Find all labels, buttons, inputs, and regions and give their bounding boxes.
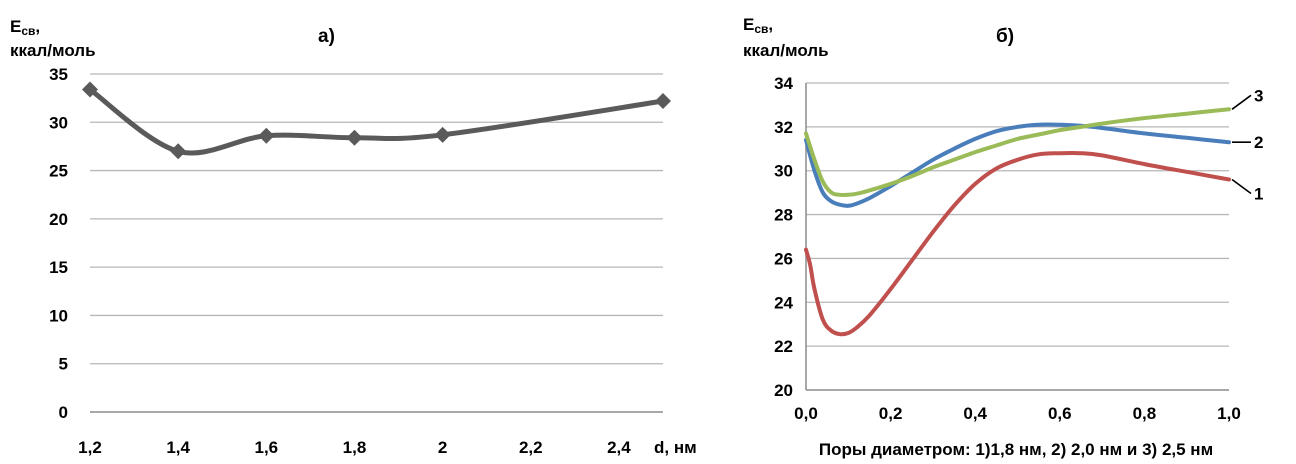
chart-b-series-1-line <box>804 150 1231 337</box>
chart-a-ylabel-sub: св <box>21 24 35 38</box>
chart-a-xtick: 2 <box>438 438 447 457</box>
chart-a-panel-label: а) <box>318 26 335 47</box>
chart-a-ylabel-unit: ккал/моль <box>10 41 96 60</box>
chart-b-series-2-label: 2 <box>1254 133 1263 152</box>
chart-b-ytick: 22 <box>774 337 793 356</box>
chart-b-xtick: 0,2 <box>879 404 903 423</box>
chart-b-series-2-line <box>804 122 1231 208</box>
chart-b-xtick: 0,6 <box>1048 404 1072 423</box>
chart-b-ytick: 24 <box>774 293 793 312</box>
chart-b-series-3-line <box>804 107 1231 198</box>
chart-a-xtick: 2,4 <box>607 438 631 457</box>
chart-a-point <box>346 129 363 146</box>
chart-b-xtick: 0,8 <box>1133 404 1157 423</box>
chart-b-ytick: 30 <box>774 162 793 181</box>
chart-a-ylabel-main: Eсв, <box>10 17 40 38</box>
chart-a-xlabel: d, нм <box>654 438 697 457</box>
chart-a-ytick: 0 <box>59 403 68 422</box>
chart-b-ytick: 32 <box>774 118 793 137</box>
chart-b-ytick: 28 <box>774 206 793 225</box>
chart-a-ytick: 15 <box>49 258 68 277</box>
chart-panel-a: Eсв, ккал/моль а) d, нм 0 5 10 15 20 25 30 35 1,… <box>10 17 697 457</box>
chart-a-point <box>434 126 451 143</box>
chart-a-point <box>655 93 671 110</box>
chart-a-ytick: 25 <box>49 162 68 181</box>
chart-b-ytick: 20 <box>774 381 793 400</box>
chart-a-ytick: 10 <box>49 306 68 325</box>
chart-b-panel-label: б) <box>996 26 1014 47</box>
chart-b-series-3-callout <box>1231 94 1252 110</box>
chart-a-xtick: 1,2 <box>78 438 102 457</box>
chart-b-xtick: 0,4 <box>963 404 987 423</box>
chart-a-point <box>170 143 187 160</box>
chart-b-ytick: 34 <box>774 74 793 93</box>
chart-b-series-1-label: 1 <box>1254 184 1263 203</box>
chart-b-series-3-label: 3 <box>1254 86 1263 105</box>
chart-a-xtick: 1,8 <box>343 438 367 457</box>
chart-a-ytick: 5 <box>59 355 68 374</box>
chart-b-xlabel: Поры диаметром: 1)1,8 нм, 2) 2,0 нм и 3)… <box>819 440 1213 459</box>
chart-b-ylabel-comma: , <box>768 15 773 34</box>
chart-b-xtick: 0,0 <box>794 404 818 423</box>
chart-a-xtick: 1,4 <box>166 438 190 457</box>
chart-a-point <box>258 127 275 144</box>
chart-b-xtick: 1,0 <box>1217 404 1241 423</box>
chart-b-ylabel-main: Eсв, <box>743 15 773 36</box>
chart-a-xtick: 2,2 <box>519 438 543 457</box>
chart-b-ylabel-sub: св <box>754 22 768 36</box>
chart-a-ytick: 20 <box>49 210 68 229</box>
chart-a-xtick: 1,6 <box>254 438 278 457</box>
chart-panel-b: Eсв, ккал/моль б) Поры диаметром: 1)1,8 … <box>743 15 1263 459</box>
chart-a-ylabel-comma: , <box>35 17 40 36</box>
chart-a-series-line <box>88 87 664 156</box>
chart-b-ytick: 26 <box>774 249 793 268</box>
chart-a-ytick: 30 <box>49 113 68 132</box>
chart-b-ylabel-unit: ккал/моль <box>743 41 829 60</box>
chart-a-point <box>82 81 98 98</box>
chart-b-series-1-callout <box>1231 178 1252 195</box>
chart-a-ytick: 35 <box>49 65 68 84</box>
